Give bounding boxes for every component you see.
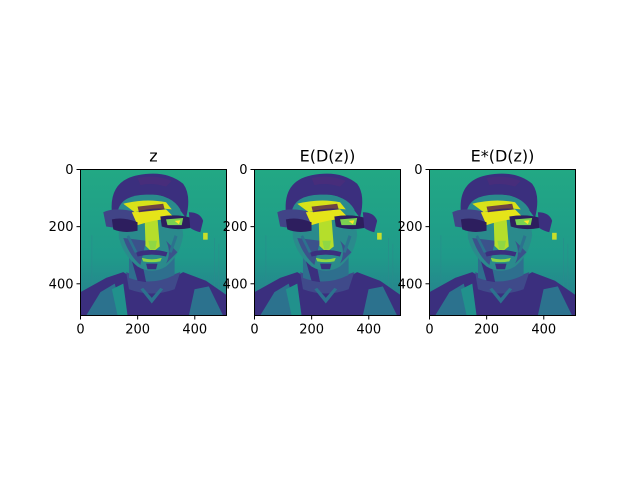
y-tick-label: 200	[398, 220, 423, 235]
y-tick-label: 400	[223, 277, 248, 292]
x-tick-label: 200	[474, 323, 499, 338]
subplot-title: E(D(z))	[300, 147, 356, 166]
x-tick-label: 400	[182, 323, 207, 338]
axes-frame	[80, 169, 227, 316]
subplot-title: z	[149, 147, 157, 166]
y-tick-label: 0	[239, 163, 247, 178]
heatmap-image	[254, 169, 401, 316]
heatmap-image	[429, 169, 576, 316]
x-tick-label: 0	[425, 323, 433, 338]
x-tick-label: 400	[531, 323, 556, 338]
y-tick-label: 400	[49, 277, 74, 292]
y-tick-label: 0	[65, 163, 73, 178]
x-tick-label: 200	[299, 323, 324, 338]
y-tick-label: 0	[414, 163, 422, 178]
y-tick-label: 200	[223, 220, 248, 235]
heatmap-image	[80, 169, 227, 316]
x-tick-label: 400	[356, 323, 381, 338]
x-tick-label: 0	[76, 323, 84, 338]
y-tick-label: 400	[398, 277, 423, 292]
y-tick-label: 200	[49, 220, 74, 235]
subplot-1: z 0 200 400 0 200 400	[49, 147, 227, 338]
subplot-3: E*(D(z)) 0 200 400 0 200 400	[398, 147, 576, 338]
axes-frame	[429, 169, 576, 316]
subplot-2: E(D(z)) 0 200 400 0 200 400	[223, 147, 401, 338]
x-tick-label: 200	[125, 323, 150, 338]
axes-frame	[254, 169, 401, 316]
x-tick-label: 0	[250, 323, 258, 338]
subplot-title: E*(D(z))	[471, 147, 535, 166]
